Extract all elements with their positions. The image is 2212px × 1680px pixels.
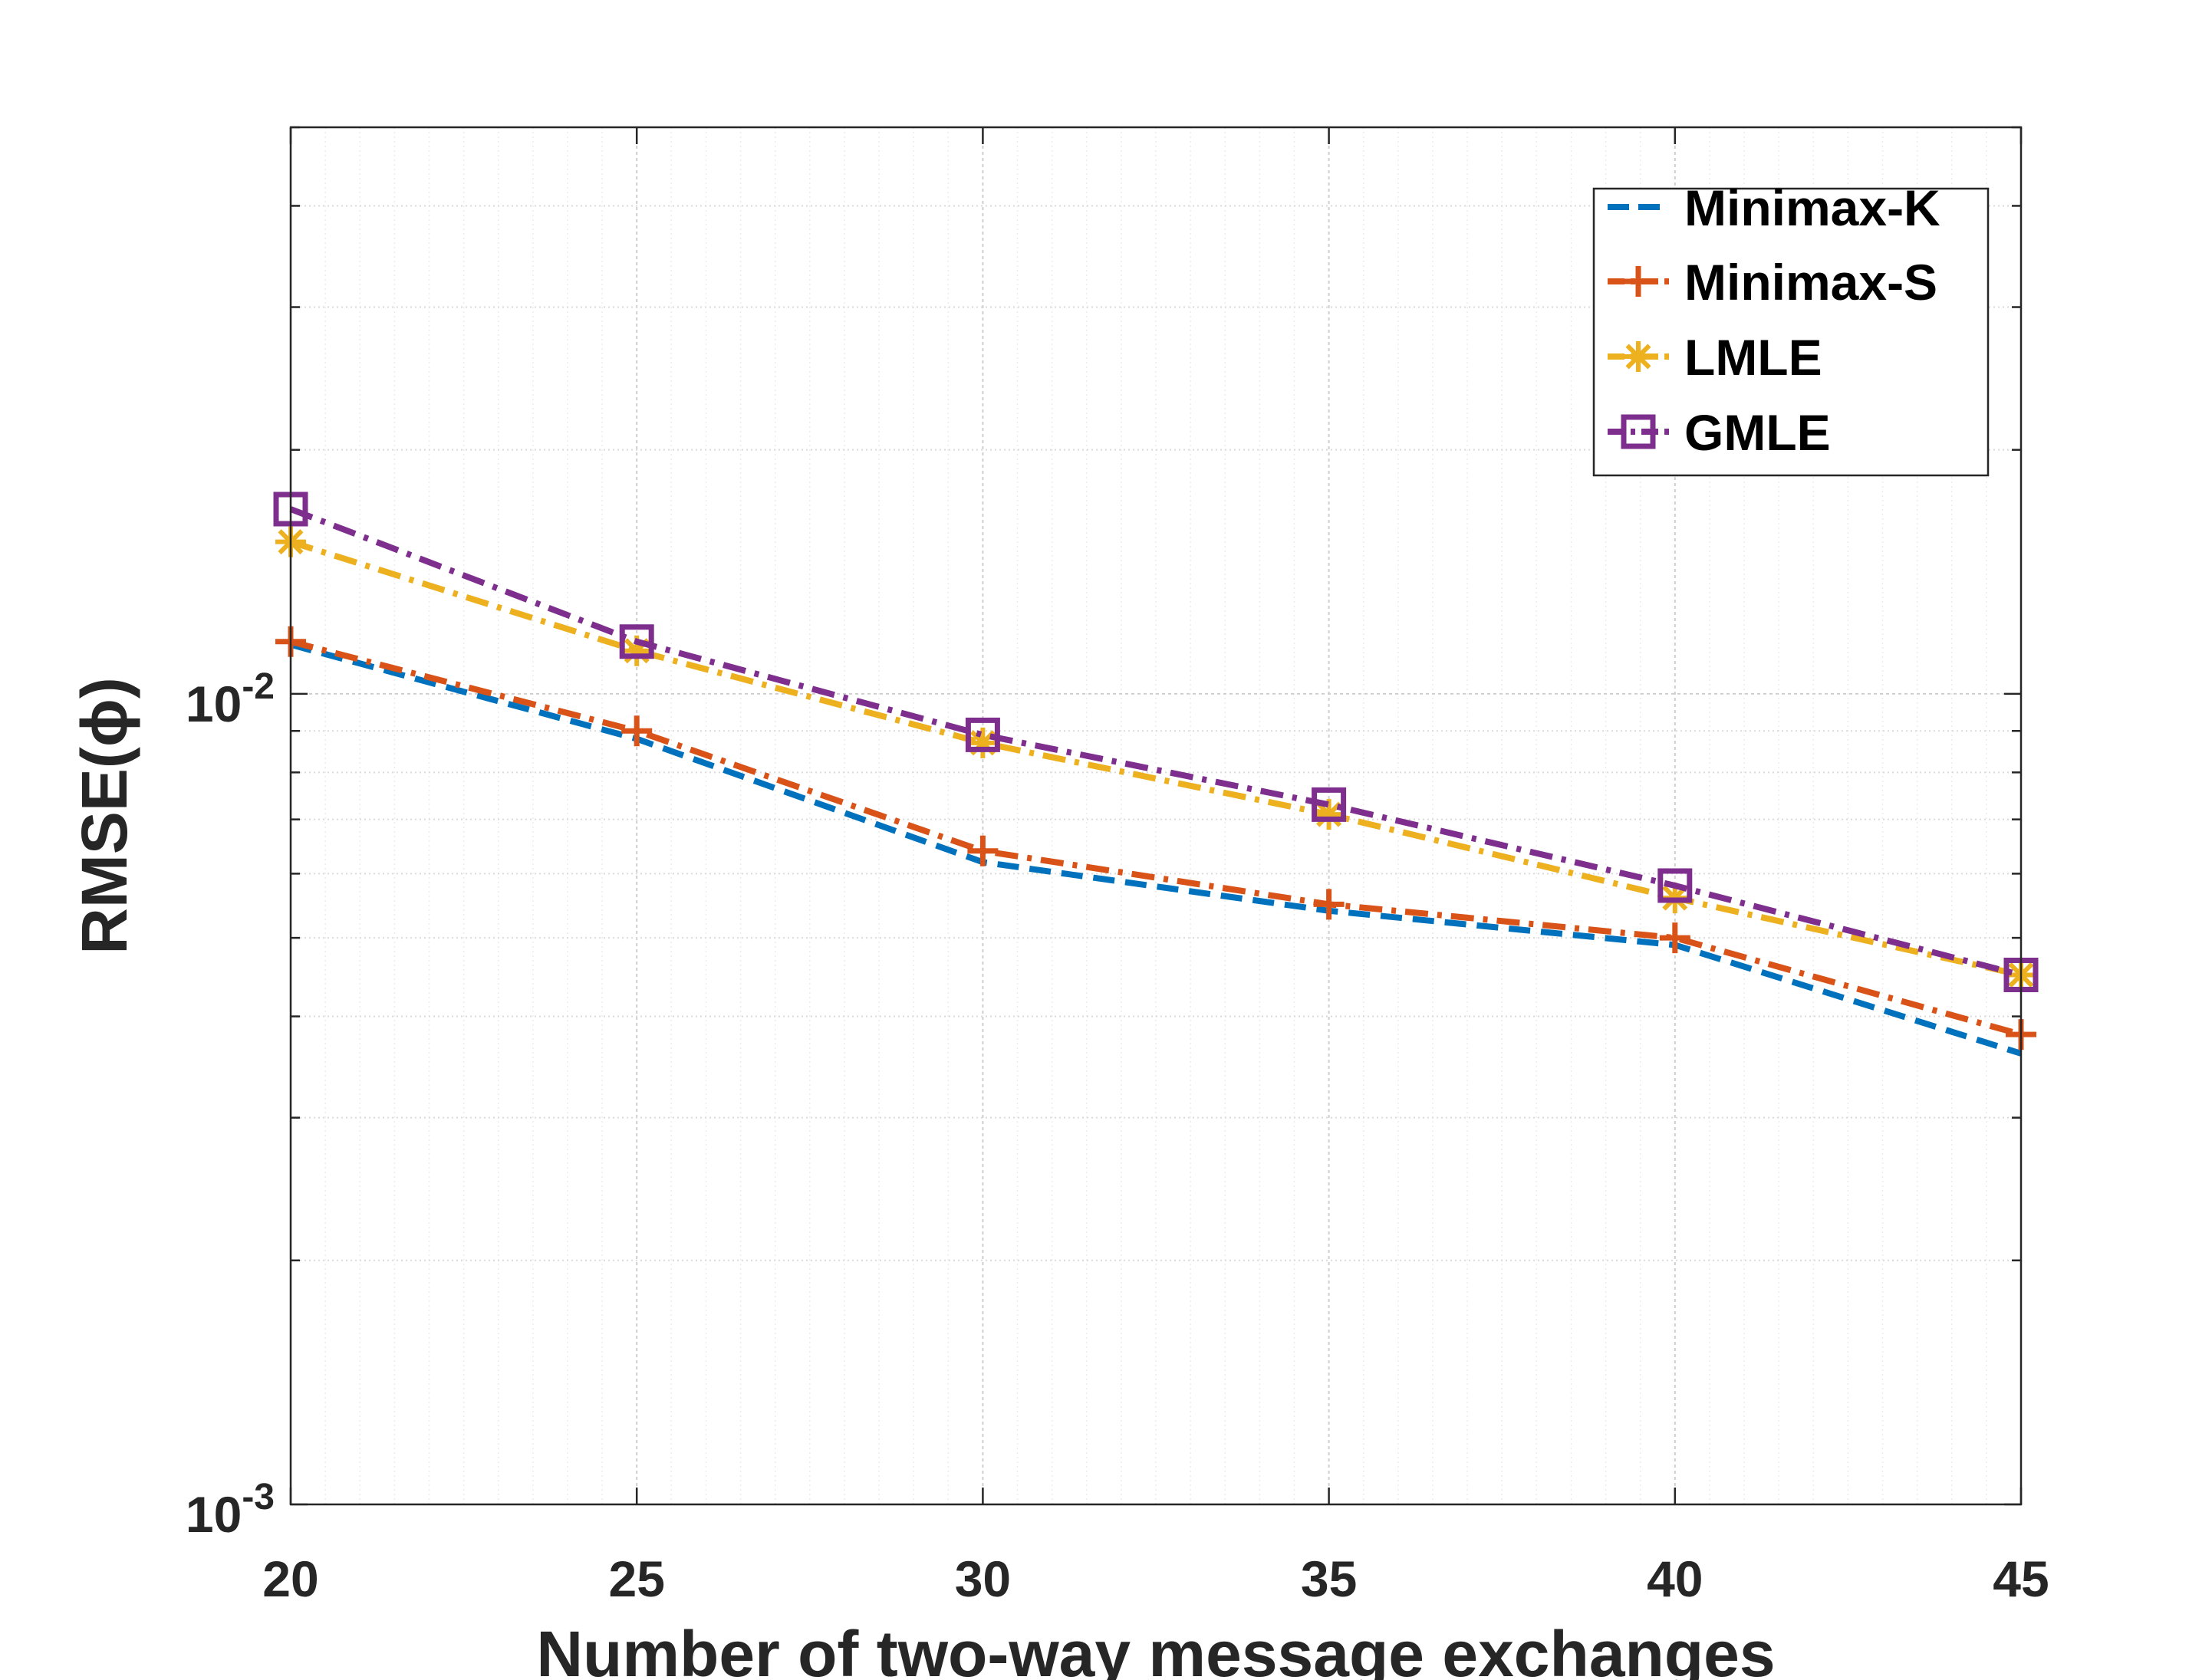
- legend-label: Minimax-S: [1684, 254, 1937, 311]
- axis-ticks: [289, 126, 2023, 1506]
- legend-label: GMLE: [1684, 404, 1831, 461]
- asterisk-marker: [967, 727, 999, 758]
- x-tick-label: 20: [262, 1550, 318, 1607]
- legend-entry: LMLE: [1608, 329, 1822, 386]
- x-tick-label: 35: [1301, 1550, 1357, 1607]
- y-axis-label: RMSE(ϕ): [68, 677, 140, 955]
- x-tick-label: 40: [1647, 1550, 1703, 1607]
- series-line: [289, 538, 2022, 978]
- series-line: [289, 506, 2023, 978]
- legend-entry: GMLE: [1608, 404, 1831, 461]
- series-line: [289, 638, 2023, 1037]
- asterisk-marker: [1623, 341, 1654, 372]
- legend-entry: Minimax-S: [1608, 254, 1937, 311]
- x-tick-label: 45: [1993, 1550, 2049, 1607]
- legend-label: LMLE: [1684, 329, 1822, 386]
- square-marker: [619, 624, 654, 659]
- square-marker: [1657, 868, 1693, 903]
- square-marker: [1312, 787, 1347, 822]
- square-marker: [965, 717, 1000, 752]
- series-minimax-k: [289, 641, 2023, 1057]
- x-axis-tick-labels: 20 25 30 35 40 45: [262, 1550, 2049, 1607]
- x-tick-label: 30: [955, 1550, 1011, 1607]
- series-lines: [273, 492, 2039, 1057]
- plot-frame: [289, 126, 2023, 1506]
- legend-entry: Minimax-K: [1608, 179, 1940, 236]
- square-marker: [1621, 414, 1656, 449]
- y-tick-label: 10-2: [186, 666, 275, 732]
- y-axis-tick-labels: 10-2 10-3: [186, 666, 275, 1543]
- series-line: [289, 641, 2023, 1057]
- x-axis-label: Number of two-way message exchanges: [536, 1618, 1775, 1680]
- x-tick-label: 25: [608, 1550, 664, 1607]
- y-tick-label: 10-3: [186, 1477, 275, 1543]
- legend: Minimax-K Minimax-S LMLE GMLE: [1592, 179, 1990, 477]
- legend-label: Minimax-K: [1684, 179, 1940, 236]
- legend-box: [1592, 187, 1990, 477]
